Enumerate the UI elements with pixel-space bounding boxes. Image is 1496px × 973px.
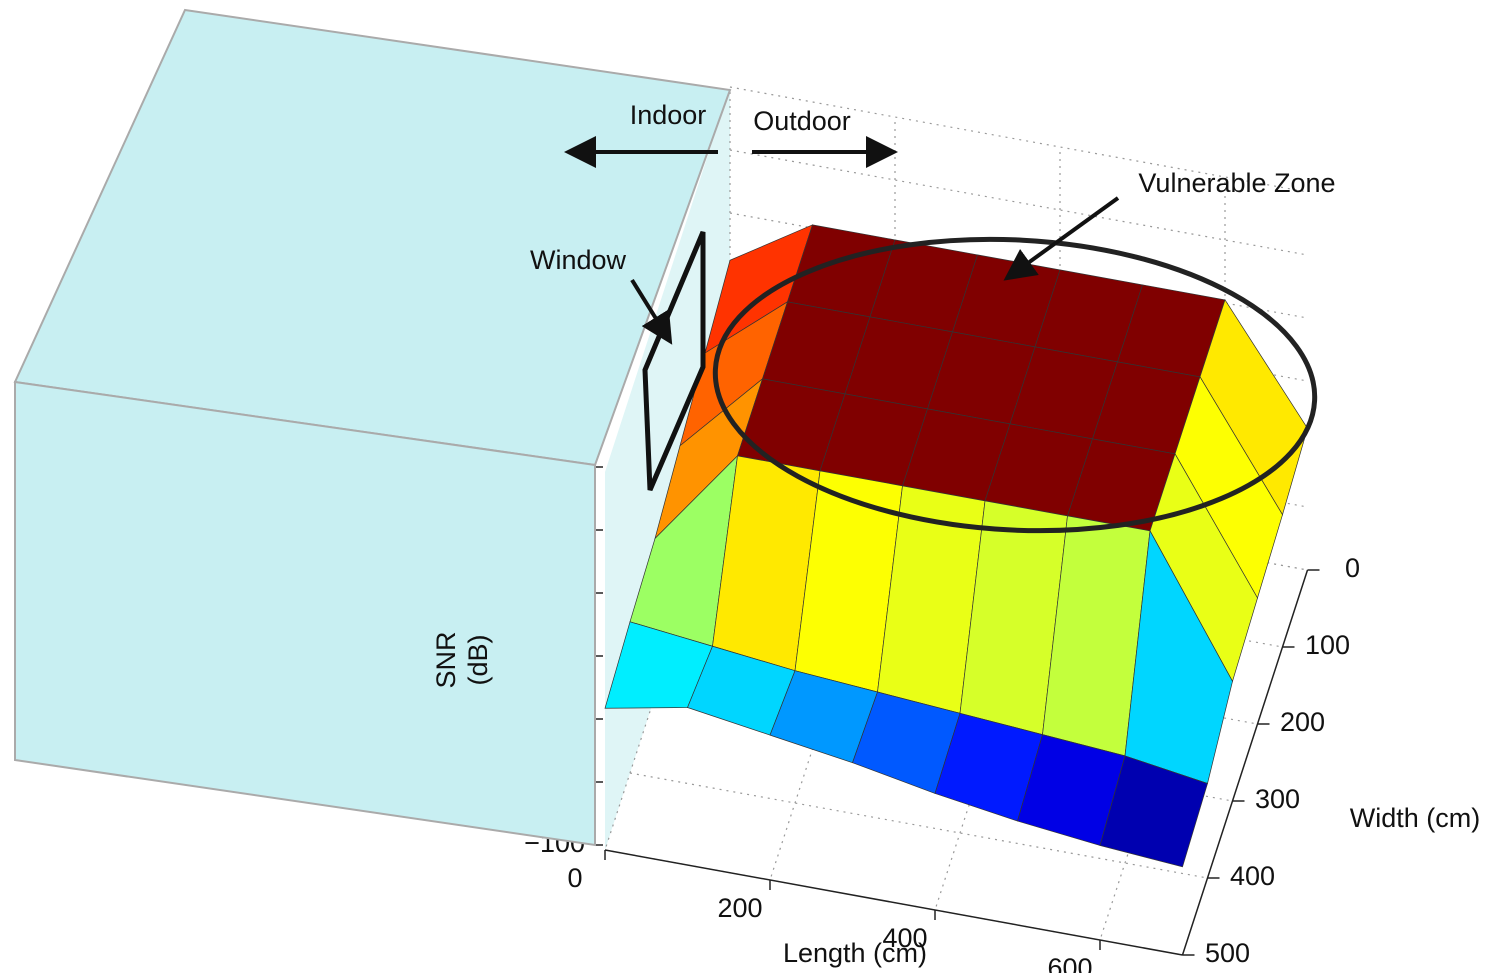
- y-tick-label: 500: [1205, 938, 1250, 968]
- zone-arrow: [1010, 198, 1118, 276]
- y-tick-label: 100: [1305, 630, 1350, 660]
- x-tick-label: 200: [717, 893, 762, 923]
- y-tick-label: 200: [1280, 707, 1325, 737]
- z-axis-label: SNR: [431, 631, 461, 688]
- x-tick-label: 600: [1047, 953, 1092, 973]
- z-axis-label: (dB): [463, 634, 493, 685]
- y-axis-label: Width (cm): [1350, 803, 1481, 833]
- annotation: Vulnerable Zone: [1138, 168, 1335, 198]
- annotation: Window: [530, 245, 627, 275]
- y-tick-label: 0: [1345, 553, 1360, 583]
- x-axis-label: Length (cm): [783, 938, 927, 968]
- chart: −100−80−60−40−20020020040060001002003004…: [0, 0, 1496, 973]
- y-tick-label: 300: [1255, 784, 1300, 814]
- annotation: Outdoor: [753, 106, 851, 136]
- x-tick-label: 0: [567, 863, 582, 893]
- annotation: Indoor: [630, 100, 707, 130]
- y-tick-label: 400: [1230, 861, 1275, 891]
- page: −100−80−60−40−20020020040060001002003004…: [0, 0, 1496, 973]
